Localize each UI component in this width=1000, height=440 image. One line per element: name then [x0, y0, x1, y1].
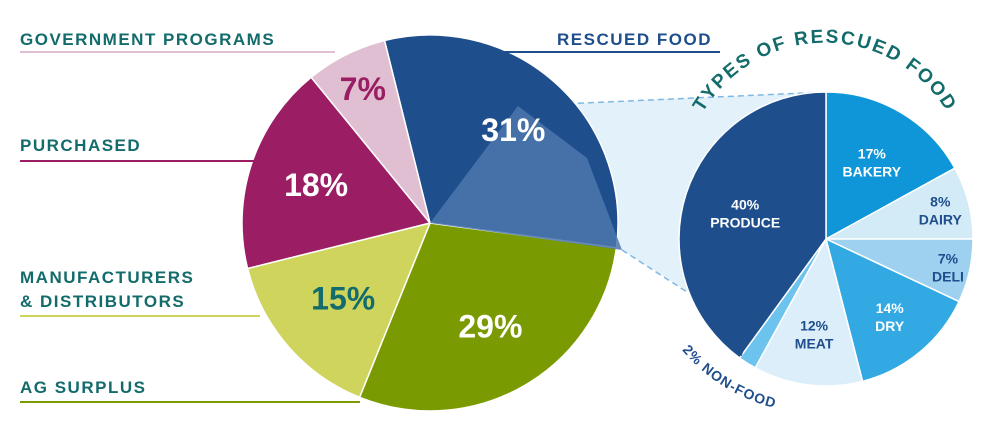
rescued-pct-produce: 40%: [731, 197, 760, 213]
rescued-pct-meat: 12%: [800, 317, 829, 333]
rescued-pct-dairy: 8%: [930, 194, 951, 210]
rescued-name-dry: DRY: [875, 318, 905, 334]
main-slice-manufacturers-distributors: [246, 221, 432, 399]
main-slice-purchased: [241, 76, 432, 270]
rescued-name-produce: PRODUCE: [710, 215, 780, 231]
rescued-slice-dry: [824, 237, 961, 383]
rescued-slice-produce: [678, 91, 827, 359]
rescued-label-produce: 40% PRODUCE: [710, 197, 780, 231]
main-pie-percent-labels: 31% 29% 15% 18% 7%: [284, 71, 545, 345]
rescued-label-dairy: 8% DAIRY: [919, 194, 963, 228]
non-food-leader-line: [740, 337, 748, 357]
rescued-food-pie: [678, 91, 974, 387]
label-purchased: PURCHASED: [20, 136, 141, 155]
rescued-food-highlight: [430, 106, 622, 250]
rescued-name-bakery: BAKERY: [842, 164, 901, 180]
rescued-pct-bakery: 17%: [858, 146, 887, 162]
rescued-food-pie-labels: 17% BAKERY 8% DAIRY 7% DELI 14% DRY 12% MEAT 40% PR…: [710, 146, 964, 352]
rescued-label-dry: 14% DRY: [875, 300, 905, 334]
rescued-label-bakery: 17% BAKERY: [842, 146, 901, 180]
main-slice-government-programs: [310, 39, 431, 224]
label-rescued-food: RESCUED FOOD: [557, 30, 712, 49]
rescued-pct-deli: 7%: [938, 250, 959, 266]
label-manufacturers-line2: & DISTRIBUTORS: [20, 292, 185, 311]
main-slice-ag-surplus: [358, 222, 618, 412]
rescued-label-deli: 7% DELI: [932, 250, 964, 284]
main-label-purchased: 18%: [284, 167, 348, 203]
rescued-slice-meat: [754, 236, 864, 387]
rescued-pct-dry: 14%: [876, 300, 905, 316]
main-label-government-programs: 7%: [340, 71, 386, 107]
rescued-name-meat: MEAT: [795, 335, 834, 351]
rescued-name-dairy: DAIRY: [919, 212, 963, 228]
rescued-slice-bakery: [825, 91, 956, 241]
rescued-label-meat: 12% MEAT: [795, 317, 834, 351]
label-ag-surplus: AG SURPLUS: [20, 378, 146, 397]
label-manufacturers-line1: MANUFACTURERS: [20, 268, 194, 287]
main-label-ag-surplus: 29%: [458, 309, 522, 345]
label-government-programs: GOVERNMENT PROGRAMS: [20, 30, 275, 49]
rescued-name-deli: DELI: [932, 268, 964, 284]
main-label-rescued-food: 31%: [481, 112, 545, 148]
main-label-manufacturers-distributors: 15%: [311, 280, 375, 316]
